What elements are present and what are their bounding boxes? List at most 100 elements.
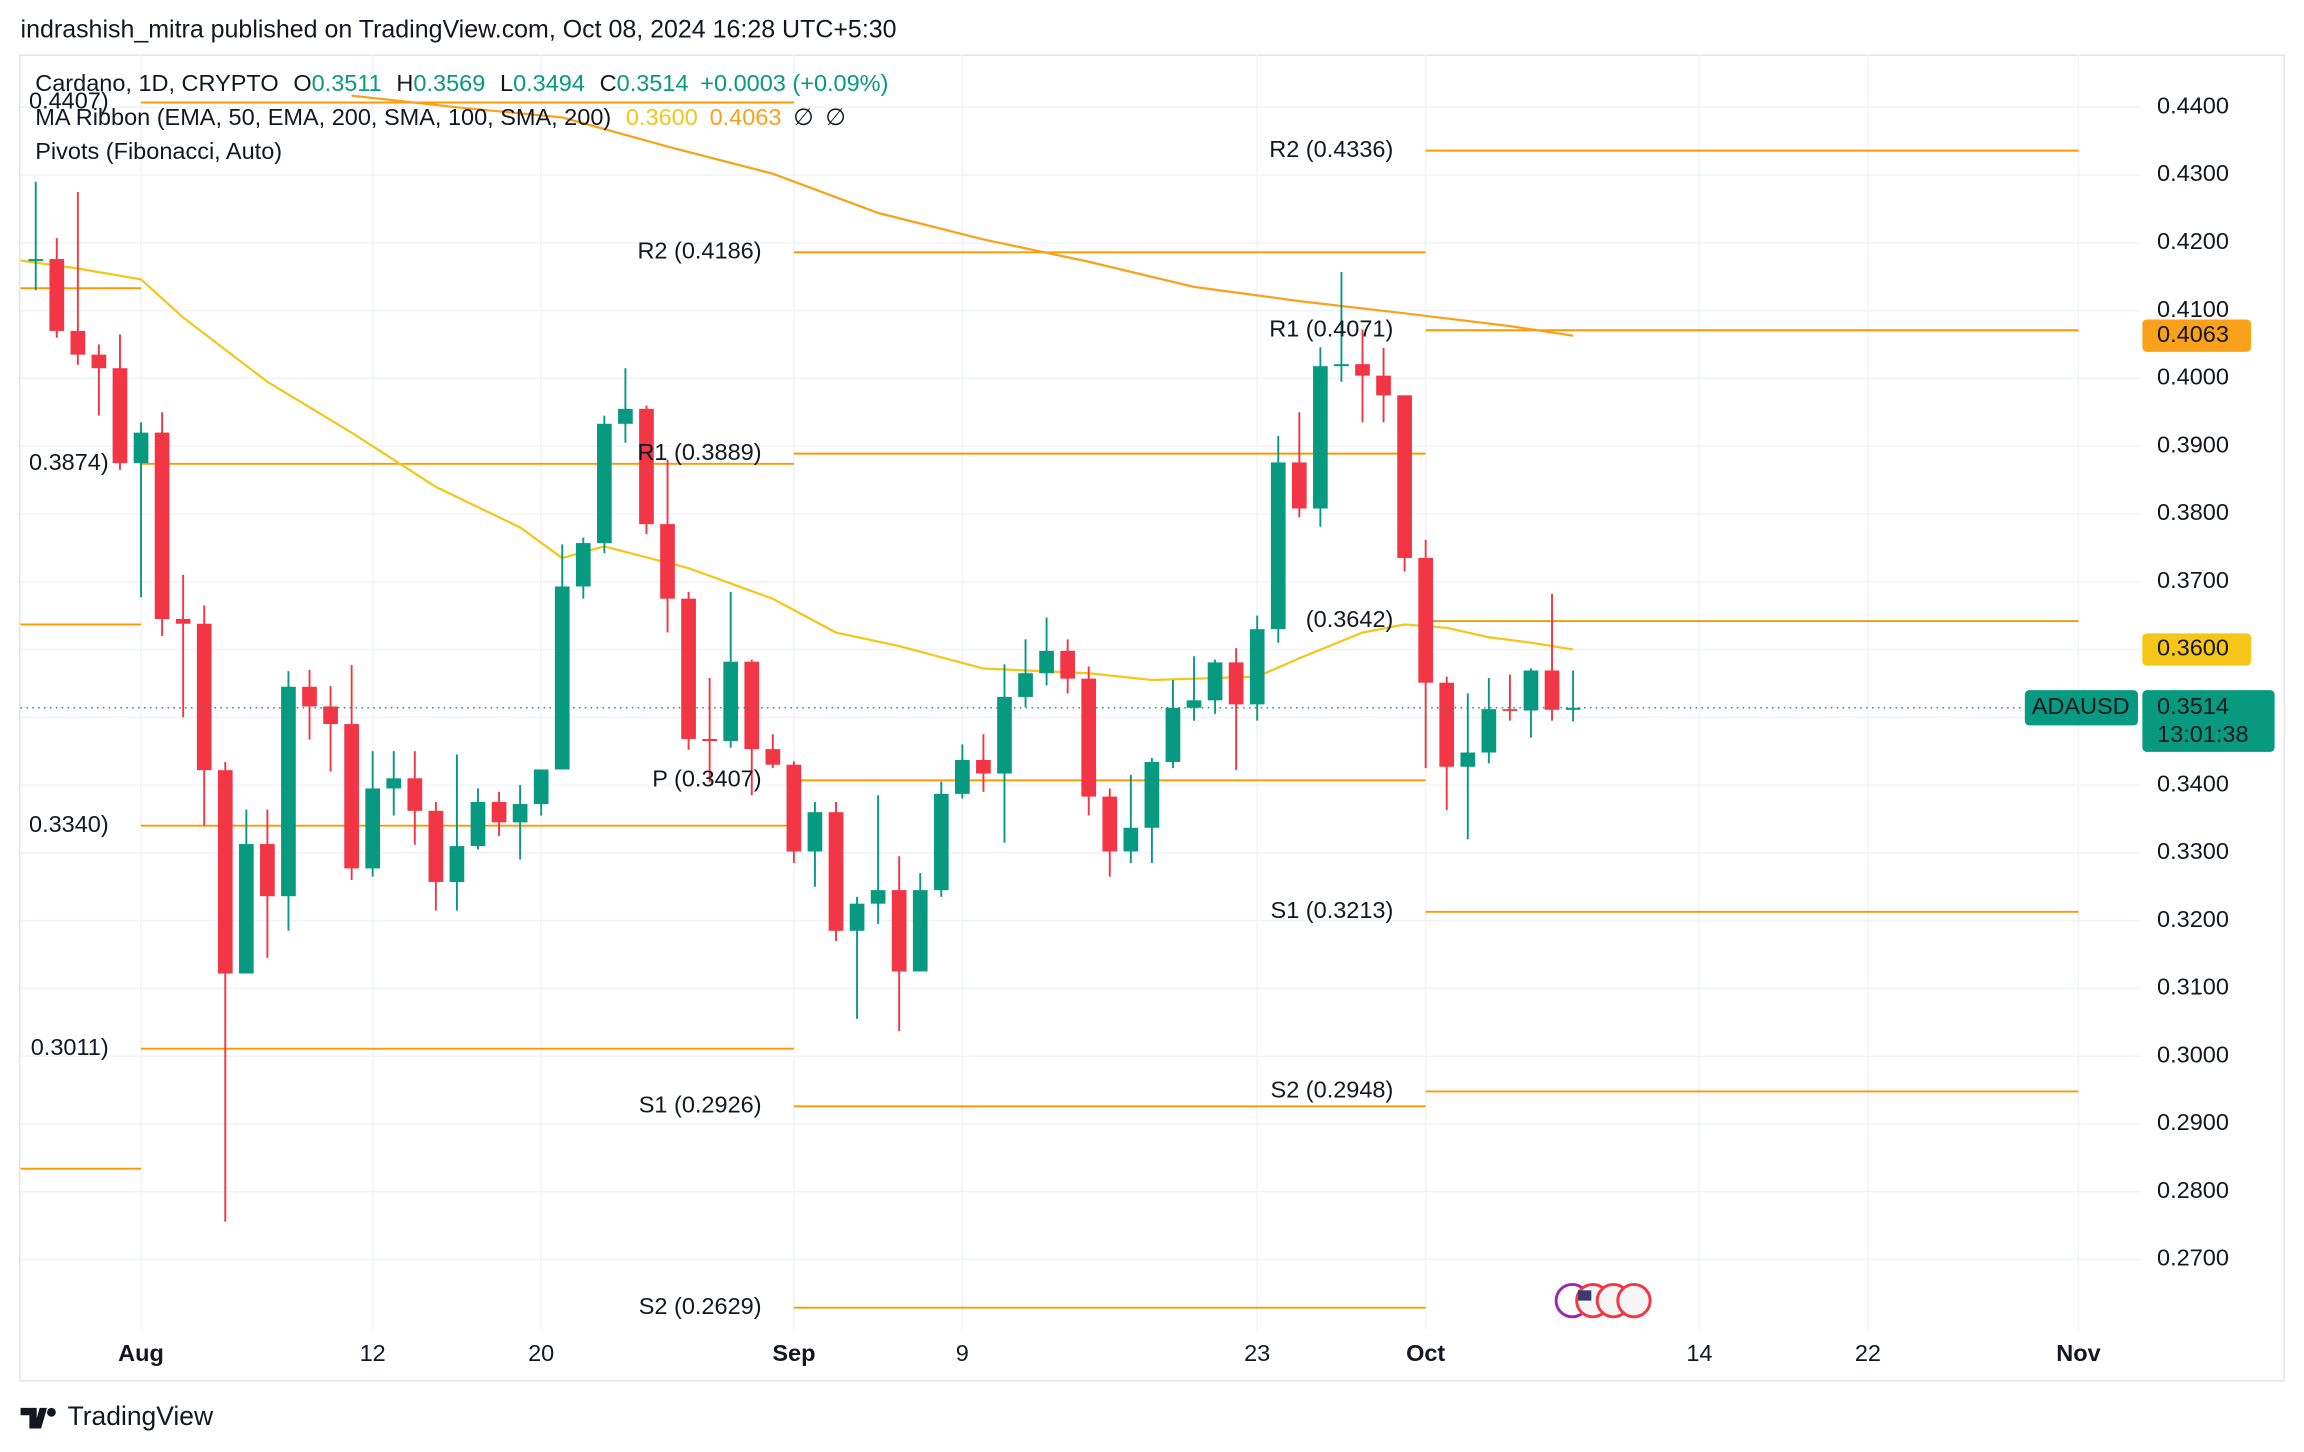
ma-label: MA Ribbon (EMA, 50, EMA, 200, SMA, 100, … bbox=[35, 104, 611, 130]
y-tick-label: 0.3700 bbox=[2157, 567, 2229, 593]
y-tick-label: 0.2700 bbox=[2157, 1245, 2229, 1271]
candle-body bbox=[596, 423, 612, 544]
candle-body bbox=[365, 788, 381, 869]
y-tick-label: 0.4300 bbox=[2157, 160, 2229, 186]
pivot-label: R2 (0.4336) bbox=[1269, 136, 1393, 162]
candle-body bbox=[807, 812, 823, 852]
ohlc-key: L bbox=[500, 70, 513, 96]
x-tick-label: 23 bbox=[1244, 1340, 1270, 1366]
x-tick-label: 22 bbox=[1855, 1340, 1881, 1366]
pivot-label: 0.4407) bbox=[29, 88, 109, 114]
candle-body bbox=[744, 661, 760, 750]
candle-body bbox=[912, 890, 928, 972]
candle-body bbox=[302, 686, 317, 707]
logo-dot bbox=[47, 1407, 56, 1417]
candle-body bbox=[1165, 707, 1181, 763]
ohlc-value: 0.3569 bbox=[413, 70, 485, 96]
labels: Aug 12 20 Sep 9 23 Oct 14 22 Nov 0.2700 0.2800 0.290… bbox=[29, 88, 2275, 1366]
y-tick-label: 0.3900 bbox=[2157, 431, 2229, 457]
candle-body bbox=[554, 586, 570, 770]
countdown-text: 13:01:38 bbox=[2157, 721, 2248, 747]
y-tick-label: 0.4200 bbox=[2157, 228, 2229, 254]
candle-body bbox=[786, 764, 802, 852]
pivot-label: 0.3340) bbox=[29, 811, 109, 837]
publish-header: indrashish_mitra published on TradingVie… bbox=[21, 15, 897, 43]
y-tick-label: 0.3300 bbox=[2157, 838, 2229, 864]
pivot-label: 0.3874) bbox=[29, 449, 109, 475]
candle-body bbox=[112, 368, 128, 464]
pivot-label: R1 (0.3889) bbox=[637, 439, 761, 465]
ma-line bbox=[20, 259, 1574, 682]
x-tick-label: Nov bbox=[2056, 1340, 2100, 1366]
candle-body bbox=[1291, 462, 1307, 509]
symbol: Cardano, 1D, CRYPTO bbox=[35, 70, 278, 96]
candle-body bbox=[1249, 629, 1265, 705]
candle-body bbox=[1334, 364, 1349, 367]
ma-badge bbox=[2142, 633, 2252, 666]
candle-body bbox=[955, 759, 970, 794]
grid bbox=[20, 54, 2141, 1331]
candle-body bbox=[133, 432, 149, 464]
candle-body bbox=[997, 696, 1012, 774]
candle-body bbox=[1355, 364, 1370, 376]
candle-body bbox=[1502, 709, 1518, 711]
pivot-label: S2 (0.2629) bbox=[639, 1293, 762, 1319]
candle-body bbox=[1081, 678, 1097, 797]
candle-body bbox=[933, 793, 949, 891]
candle-body bbox=[491, 802, 507, 823]
candle-body bbox=[828, 812, 844, 931]
candle-body bbox=[681, 598, 696, 739]
candle-body bbox=[260, 844, 275, 897]
candle-body bbox=[1186, 700, 1202, 708]
pivot-label: S1 (0.2926) bbox=[639, 1092, 762, 1118]
candle-body bbox=[1523, 670, 1539, 711]
ohlc-value: 0.3511 bbox=[312, 70, 382, 96]
price-badge bbox=[2142, 690, 2275, 752]
y-tick-label: 0.4000 bbox=[2157, 364, 2229, 390]
candle-body bbox=[702, 738, 717, 742]
ma-value: 0.4063 bbox=[710, 104, 782, 130]
x-tick-label: Sep bbox=[772, 1340, 815, 1366]
candle-body bbox=[386, 778, 402, 789]
candle-body bbox=[196, 623, 212, 771]
x-tick-label: Aug bbox=[118, 1340, 164, 1366]
ohlc-key: C bbox=[600, 70, 617, 96]
x-tick-label: 20 bbox=[528, 1340, 554, 1366]
event-icon bbox=[1616, 1282, 1652, 1319]
flag-canton bbox=[1578, 1290, 1592, 1301]
candle-body bbox=[849, 903, 865, 931]
candle-body bbox=[49, 259, 65, 331]
candle-body bbox=[765, 749, 781, 765]
candle-body bbox=[639, 408, 654, 525]
brand-logo bbox=[20, 1407, 56, 1429]
candle-body bbox=[976, 759, 991, 774]
pivot-label: R1 (0.4071) bbox=[1269, 315, 1393, 341]
candle-body bbox=[1060, 650, 1076, 679]
y-tick-label: 0.3400 bbox=[2157, 770, 2229, 796]
ma-badge-text: 0.4063 bbox=[2157, 321, 2229, 347]
ma-value: 0.3600 bbox=[626, 104, 698, 130]
pivots-legend: Pivots (Fibonacci, Auto) bbox=[35, 138, 282, 164]
candle-body bbox=[1565, 707, 1581, 710]
plot-area bbox=[20, 94, 2079, 1309]
ma-na: ∅ bbox=[793, 104, 813, 130]
y-tick-label: 0.2900 bbox=[2157, 1109, 2229, 1135]
x-tick-label: 9 bbox=[956, 1340, 969, 1366]
price-badge-text: 0.3514 bbox=[2157, 693, 2229, 719]
candle-body bbox=[407, 778, 423, 811]
candle-body bbox=[344, 724, 359, 869]
ma-badge-text: 0.3600 bbox=[2157, 635, 2229, 661]
candle-body bbox=[723, 661, 739, 742]
candle-body bbox=[1123, 827, 1139, 852]
change: +0.0003 (+0.09%) bbox=[700, 70, 888, 96]
candle-body bbox=[28, 259, 44, 262]
pivot-label: S1 (0.3213) bbox=[1271, 897, 1394, 923]
candle-body bbox=[470, 802, 486, 847]
candle-body bbox=[91, 354, 107, 369]
candle-body bbox=[533, 769, 549, 805]
candle-body bbox=[870, 890, 886, 904]
ohlc-key: H bbox=[396, 70, 413, 96]
x-tick-label: 12 bbox=[360, 1340, 386, 1366]
y-tick-label: 0.3000 bbox=[2157, 1041, 2229, 1067]
